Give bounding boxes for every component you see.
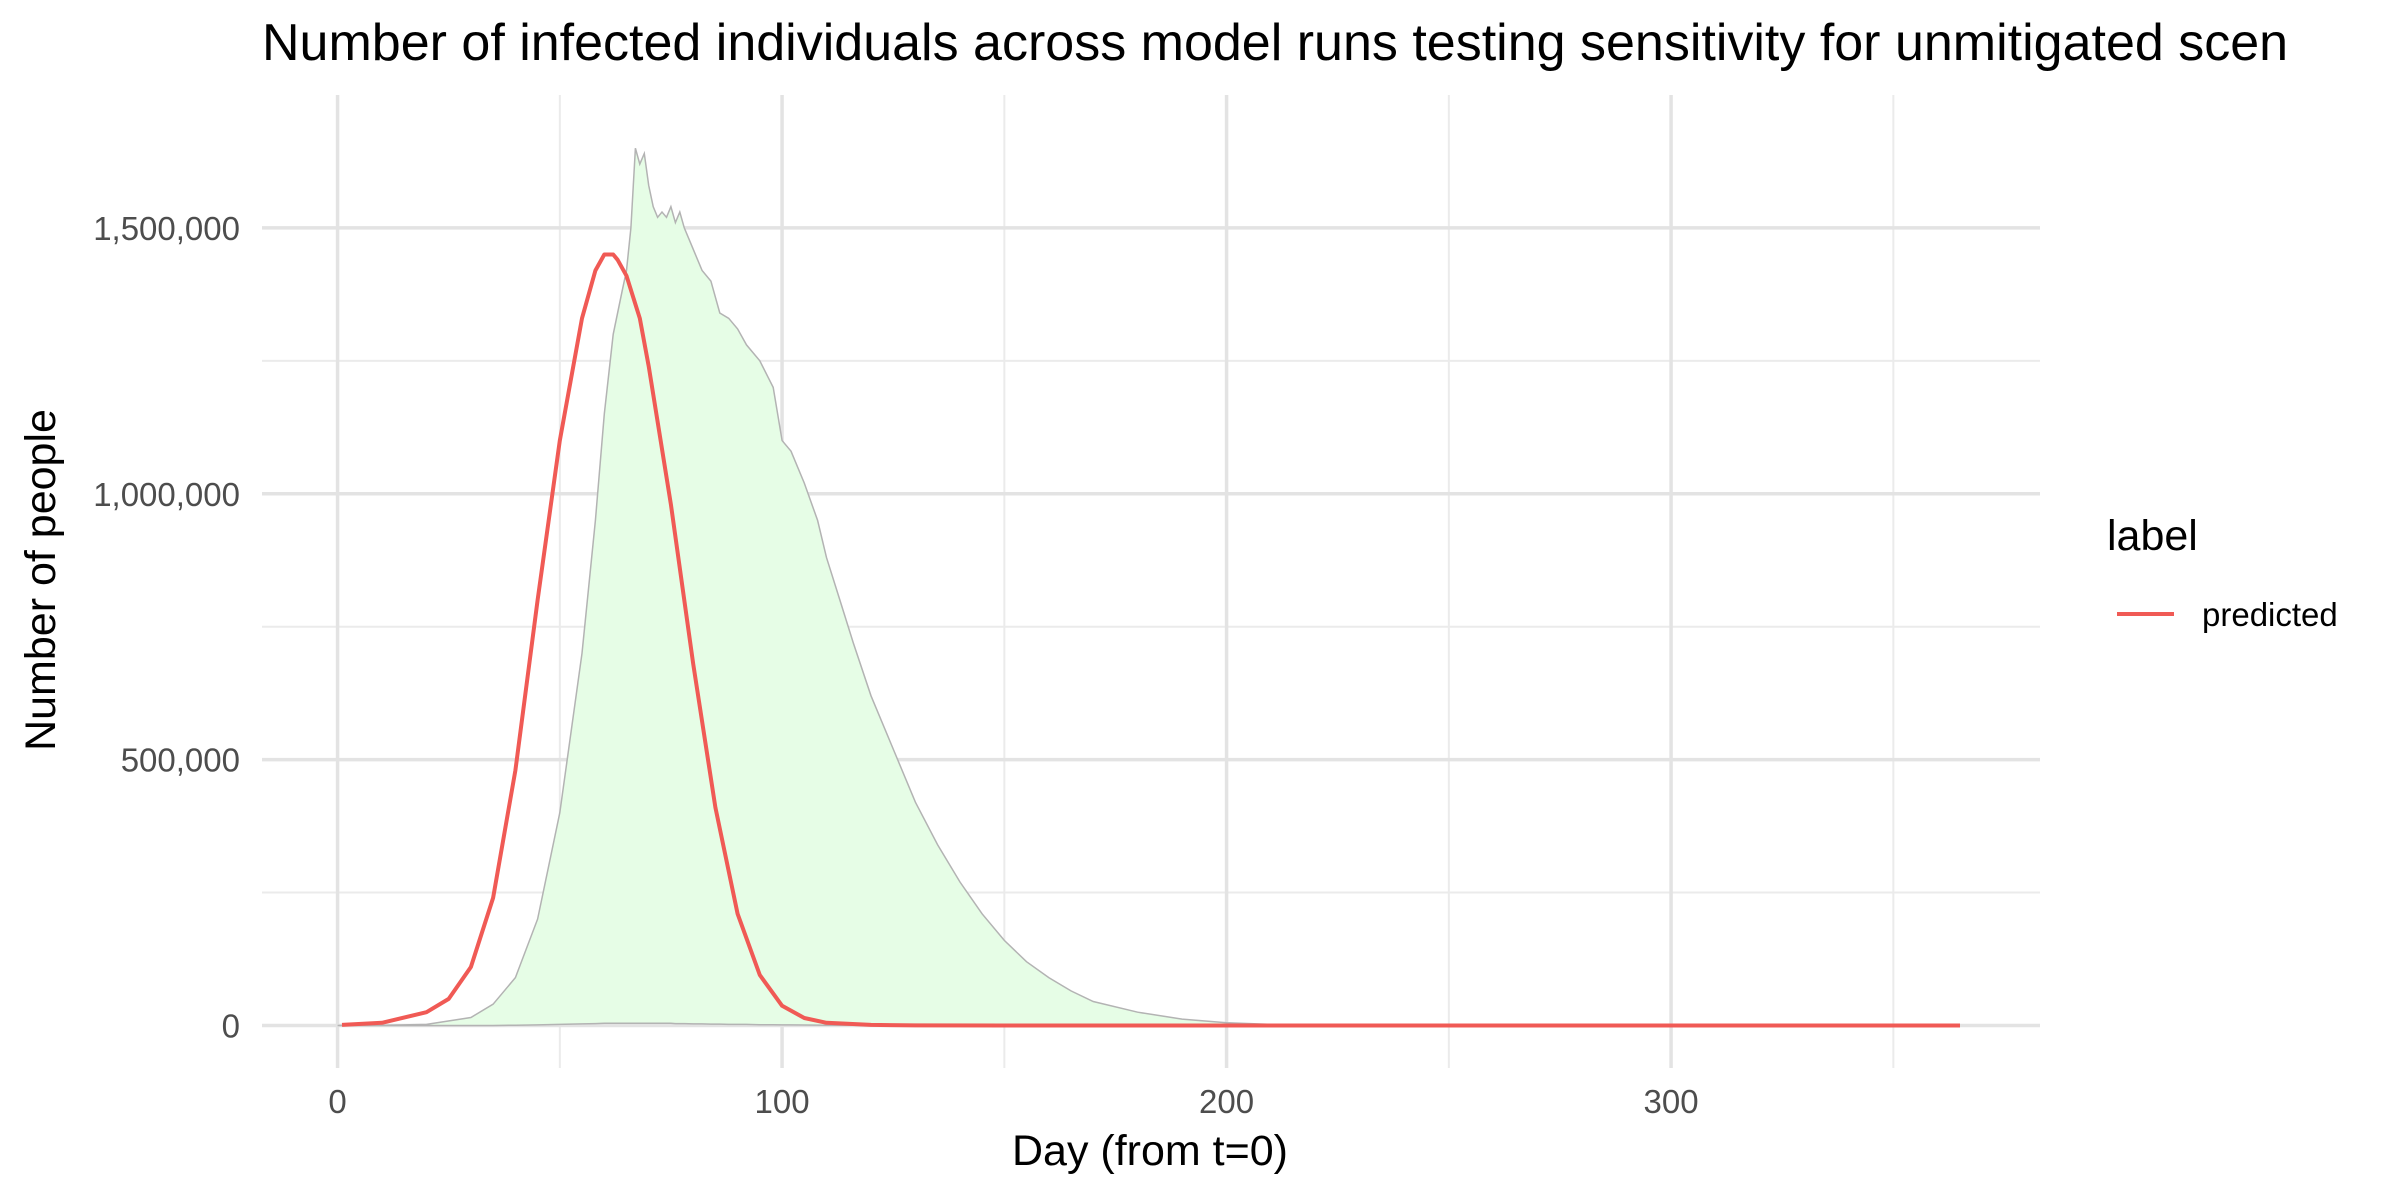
y-tick-label: 0 [222, 1007, 240, 1044]
x-axis-ticks: 0 100 200 300 [328, 1083, 1698, 1120]
legend: label predicted [2107, 512, 2338, 633]
y-tick-label: 1,500,000 [93, 210, 240, 247]
y-tick-label: 500,000 [121, 742, 240, 779]
x-tick-label: 200 [1199, 1083, 1254, 1120]
y-axis-ticks: 0 500,000 1,000,000 1,500,000 [93, 210, 240, 1045]
x-axis-title: Day (from t=0) [1012, 1127, 1288, 1175]
legend-title: label [2107, 512, 2198, 560]
chart-title: Number of infected individuals across mo… [262, 14, 2288, 72]
x-tick-label: 0 [328, 1083, 346, 1120]
y-tick-label: 1,000,000 [93, 476, 240, 513]
legend-label-predicted: predicted [2202, 596, 2338, 633]
series-layer [341, 252, 1960, 1028]
sensitivity-ribbon [337, 147, 1960, 1027]
grid-minor [262, 95, 2040, 1068]
y-axis-title: Number of people [17, 409, 65, 751]
x-tick-label: 300 [1644, 1083, 1699, 1120]
x-tick-label: 100 [755, 1083, 810, 1120]
series-line-predicted [341, 252, 1960, 1028]
